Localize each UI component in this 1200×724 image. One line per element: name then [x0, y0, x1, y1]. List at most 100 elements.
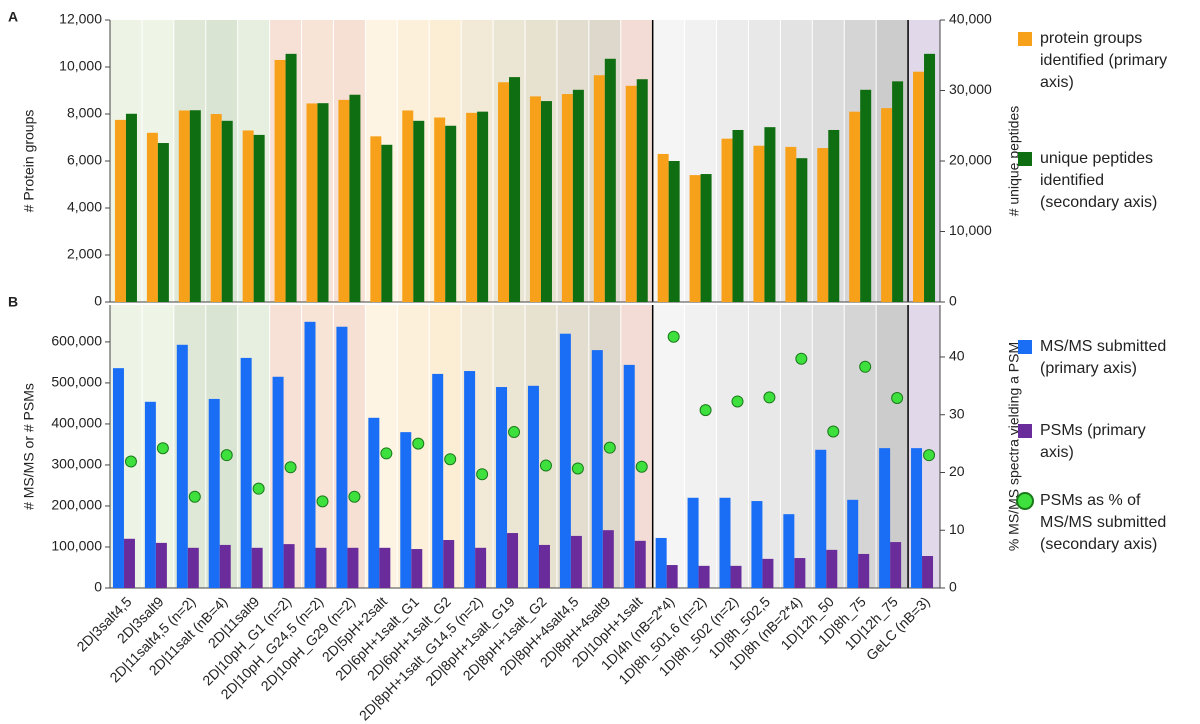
y-tick-label: 8,000	[67, 105, 102, 121]
legend-swatch	[1018, 32, 1032, 46]
scatter-point	[348, 490, 361, 503]
bar	[700, 174, 712, 302]
bar	[242, 130, 254, 302]
bar	[240, 357, 252, 588]
bar	[123, 538, 135, 588]
bar	[796, 158, 808, 302]
scatter-point	[731, 395, 744, 408]
bar	[146, 132, 158, 302]
scatter-point	[827, 425, 840, 438]
bar	[751, 501, 763, 588]
bar	[475, 547, 487, 588]
y2-tick-label: 40,000	[949, 11, 992, 27]
bar	[221, 120, 233, 302]
bar	[687, 497, 699, 588]
y-tick-label: 300,000	[51, 456, 102, 472]
scatter-point	[124, 455, 137, 468]
y-tick-label: 2,000	[67, 246, 102, 262]
panel-label: B	[8, 294, 18, 310]
y-tick-label: 600,000	[51, 333, 102, 349]
bar	[785, 146, 797, 302]
y2-axis-title: # unique peptides	[1006, 106, 1022, 217]
y-tick-label: 200,000	[51, 497, 102, 513]
legend-label: MS/MS submitted (primary axis)	[1040, 338, 1167, 377]
scatter-point	[571, 462, 584, 475]
bar	[496, 387, 508, 588]
y-tick-label: 10,000	[59, 58, 102, 74]
bar	[189, 110, 201, 303]
y-tick-label: 12,000	[59, 11, 102, 27]
bar	[719, 497, 731, 588]
bar	[623, 364, 635, 588]
bar	[815, 449, 827, 588]
bar	[668, 161, 680, 302]
y-tick-label: 0	[94, 293, 102, 309]
y-tick-label: 0	[94, 579, 102, 595]
legend-label: PSMs (primary axis)	[1040, 422, 1146, 461]
bar	[529, 96, 541, 302]
bar	[922, 556, 934, 588]
bar	[349, 94, 361, 302]
bar	[445, 125, 457, 302]
bar	[636, 79, 648, 302]
scatter-point	[188, 490, 201, 503]
y2-tick-label: 0	[949, 293, 957, 309]
scatter-point	[699, 404, 712, 417]
y2-tick-label: 20	[949, 463, 965, 479]
bar	[370, 136, 382, 302]
bar	[879, 448, 891, 588]
legend-label: unique peptides identified (secondary ax…	[1040, 150, 1158, 211]
bar	[413, 120, 425, 302]
bar	[602, 530, 614, 588]
bar	[336, 326, 348, 588]
bar	[881, 108, 893, 302]
scatter-point	[635, 460, 648, 473]
bar	[817, 148, 829, 302]
bar	[285, 53, 297, 303]
bar	[432, 373, 444, 588]
bar	[794, 558, 806, 588]
bar	[591, 350, 603, 588]
bar	[847, 499, 859, 588]
bar	[125, 113, 137, 302]
scatter-point	[156, 442, 169, 455]
scatter-point	[444, 453, 457, 466]
bar	[178, 110, 190, 302]
bar	[890, 542, 902, 588]
bar	[666, 565, 678, 588]
scatter-point	[859, 360, 872, 373]
bar	[572, 89, 584, 302]
bar	[561, 94, 573, 303]
bar	[604, 58, 616, 303]
scatter-point	[220, 449, 233, 462]
bar	[913, 71, 925, 302]
y2-tick-label: 10,000	[949, 222, 992, 238]
bar	[911, 448, 923, 588]
bar	[210, 114, 222, 302]
panel-label: A	[8, 9, 18, 25]
legend-swatch	[1018, 152, 1032, 166]
bar	[593, 75, 605, 302]
bar	[347, 547, 359, 588]
bar	[721, 138, 733, 302]
scatter-point	[603, 441, 616, 454]
scatter-point	[380, 447, 393, 460]
bar	[157, 143, 169, 302]
bar	[304, 321, 316, 588]
bar	[466, 112, 478, 302]
bar	[368, 417, 380, 588]
bar	[540, 101, 552, 302]
bar	[634, 540, 646, 588]
bar	[411, 549, 423, 588]
scatter-point	[252, 482, 265, 495]
scatter-point	[284, 461, 297, 474]
bar	[826, 549, 838, 588]
bar	[498, 82, 510, 303]
y-axis-title: # Protein groups	[21, 110, 37, 213]
bar	[924, 53, 936, 303]
scatter-point	[795, 352, 808, 365]
y2-tick-label: 30	[949, 405, 965, 421]
scatter-point	[412, 437, 425, 450]
bar	[251, 547, 263, 588]
